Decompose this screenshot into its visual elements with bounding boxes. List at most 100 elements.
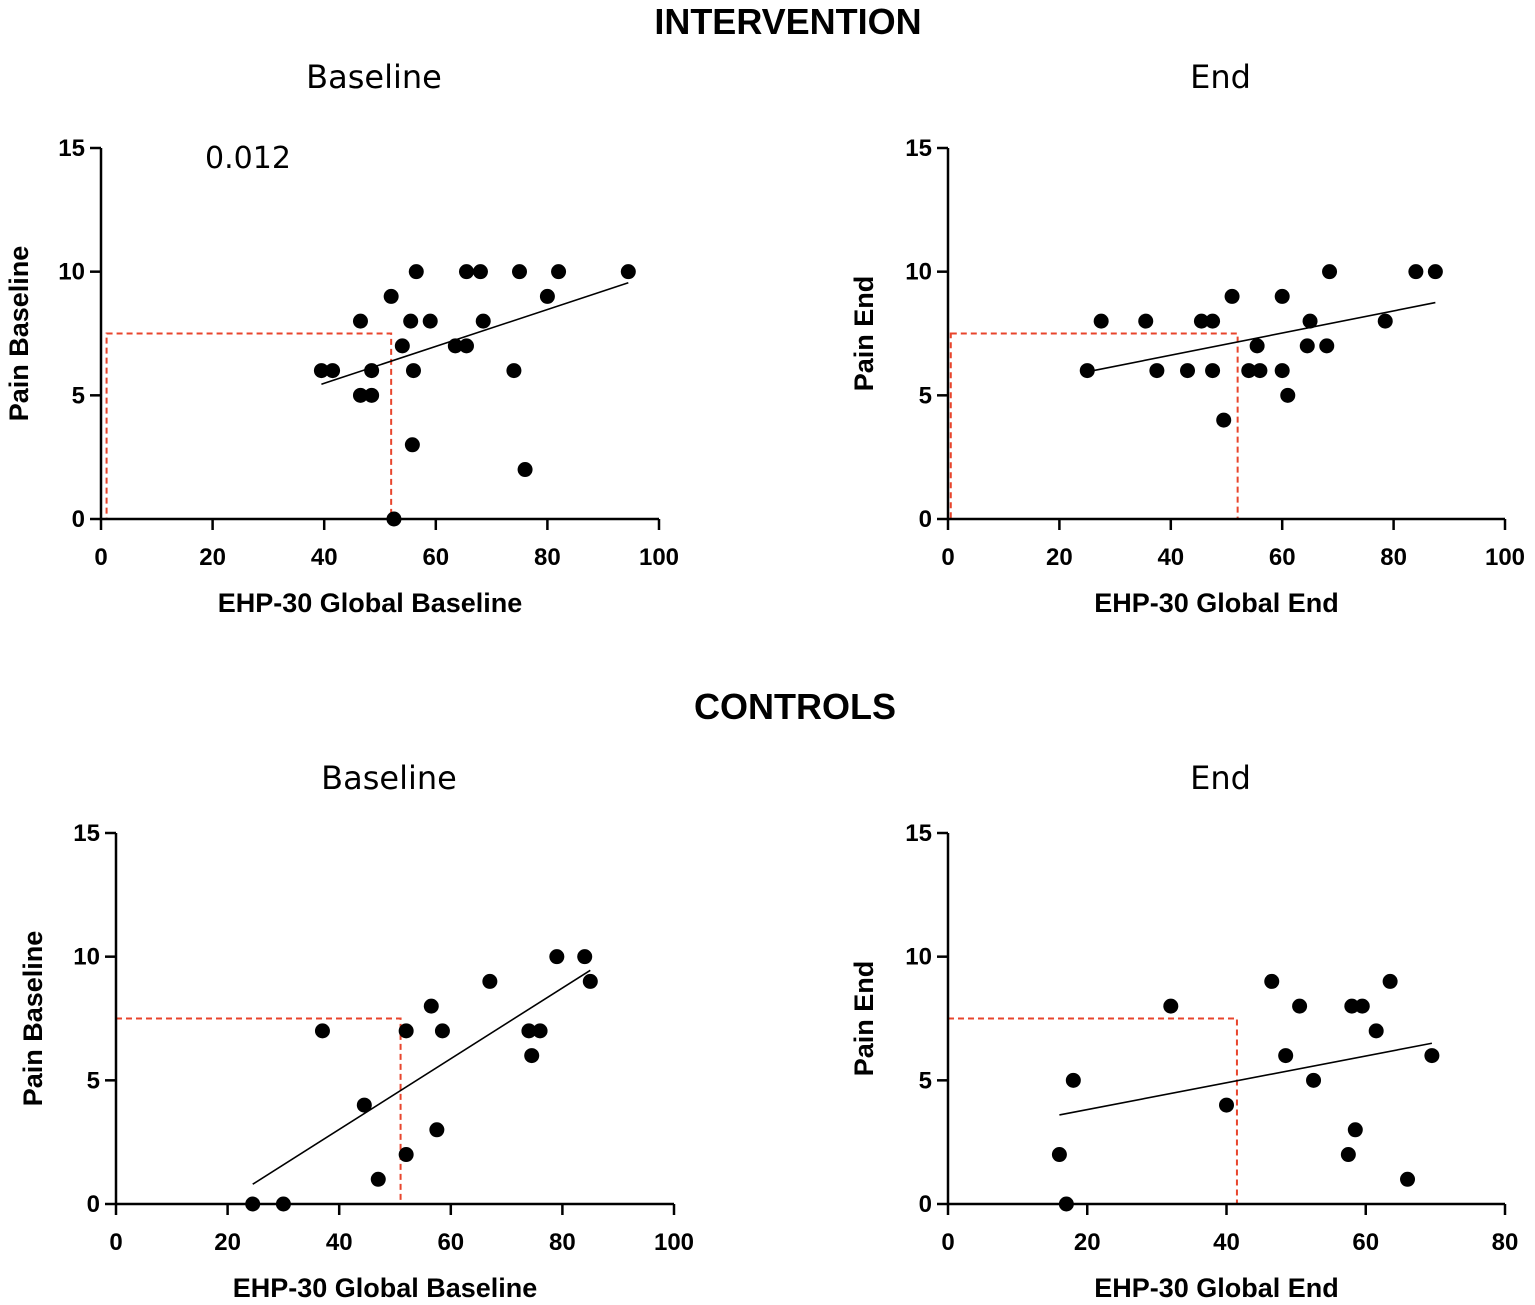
y-tick-label: 5 <box>919 382 932 409</box>
section-title-controls: CONTROLS <box>694 686 896 727</box>
data-point <box>275 1196 291 1212</box>
data-point <box>370 1171 386 1187</box>
x-tick-label: 60 <box>422 544 449 571</box>
data-point <box>1306 1072 1322 1088</box>
x-tick-label: 0 <box>109 1229 122 1256</box>
section-title-intervention: INTERVENTION <box>654 1 921 42</box>
data-point <box>582 973 598 989</box>
x-tick-label: 60 <box>437 1229 464 1256</box>
x-tick-label: 40 <box>1157 544 1184 571</box>
threshold-box <box>115 1017 402 1205</box>
fit-line <box>1087 301 1436 373</box>
data-point <box>1354 998 1370 1014</box>
threshold-box <box>949 332 1239 520</box>
data-point <box>475 313 491 329</box>
data-point <box>549 949 565 965</box>
data-point <box>404 437 420 453</box>
data-point <box>1252 363 1268 379</box>
y-tick-label: 0 <box>72 506 85 533</box>
data-point <box>403 313 419 329</box>
chart-controls-end: End 0 5 10 15 0 20 40 60 80 EHP-30 Global End Pain … <box>849 759 1518 1303</box>
data-point <box>1322 264 1338 280</box>
y-tick-label: 15 <box>73 820 100 847</box>
data-point <box>364 387 380 403</box>
y-tick-label: 0 <box>919 1191 932 1218</box>
data-point <box>506 363 522 379</box>
threshold-box <box>947 1017 1238 1205</box>
data-point <box>1079 363 1095 379</box>
x-tick-label: 80 <box>534 544 561 571</box>
data-point <box>398 1023 414 1039</box>
x-axis-label: EHP-30 Global Baseline <box>233 1273 538 1303</box>
y-tick-label: 15 <box>58 135 85 162</box>
data-point <box>408 264 424 280</box>
data-point <box>386 511 402 527</box>
data-point <box>1093 313 1109 329</box>
y-tick-label: 10 <box>905 259 932 286</box>
data-point <box>422 313 438 329</box>
x-tick-label: 60 <box>1269 544 1296 571</box>
data-point <box>1424 1048 1440 1064</box>
y-axis-label: Pain End <box>849 961 879 1077</box>
data-point <box>1344 998 1360 1014</box>
x-tick-label: 0 <box>94 544 107 571</box>
data-point <box>1302 313 1318 329</box>
data-point <box>1319 338 1335 354</box>
x-tick-label: 0 <box>941 544 954 571</box>
x-tick-label: 40 <box>311 544 338 571</box>
data-point <box>352 387 368 403</box>
data-point <box>1368 1023 1384 1039</box>
data-point <box>405 363 421 379</box>
data-point <box>1340 1147 1356 1163</box>
y-tick-label: 10 <box>73 944 100 971</box>
data-point <box>1377 313 1393 329</box>
y-tick-label: 10 <box>905 944 932 971</box>
data-point <box>521 1023 537 1039</box>
data-point <box>1274 288 1290 304</box>
data-point <box>620 264 636 280</box>
data-point <box>1347 1122 1363 1138</box>
data-point <box>447 338 463 354</box>
x-tick-label: 80 <box>1492 1229 1519 1256</box>
data-point <box>1280 387 1296 403</box>
panel-title: End <box>1190 759 1251 797</box>
data-point <box>539 288 555 304</box>
y-axis-label: Pain Baseline <box>4 246 34 422</box>
data-point <box>356 1097 372 1113</box>
data-point <box>482 973 498 989</box>
x-tick-label: 40 <box>326 1229 353 1256</box>
y-tick-label: 5 <box>87 1067 100 1094</box>
fit-line <box>1059 1042 1433 1116</box>
data-point <box>434 1023 450 1039</box>
chart-intervention-end: End 0 5 10 15 0 20 40 60 80 100 EHP-30 Global End Pa… <box>849 58 1525 618</box>
data-point <box>1138 313 1154 329</box>
data-point <box>1180 363 1196 379</box>
data-point <box>1408 264 1424 280</box>
data-point <box>313 363 329 379</box>
x-tick-label: 20 <box>1074 1229 1101 1256</box>
data-point <box>1400 1171 1416 1187</box>
data-point <box>1224 288 1240 304</box>
data-point <box>517 462 533 478</box>
data-point <box>394 338 410 354</box>
x-tick-label: 80 <box>1380 544 1407 571</box>
data-point <box>398 1147 414 1163</box>
data-point <box>352 313 368 329</box>
y-tick-label: 15 <box>905 820 932 847</box>
chart-controls-baseline: Baseline 0 5 10 15 0 20 40 60 80 100 EHP-30 Global … <box>18 759 694 1303</box>
fit-line <box>252 969 591 1185</box>
data-point <box>458 264 474 280</box>
data-point <box>245 1196 261 1212</box>
x-tick-label: 100 <box>1485 544 1525 571</box>
data-point <box>532 1023 548 1039</box>
data-point <box>364 363 380 379</box>
data-point <box>1051 1147 1067 1163</box>
panel-title: End <box>1190 58 1251 96</box>
y-tick-label: 5 <box>919 1067 932 1094</box>
data-point <box>512 264 527 280</box>
x-tick-label: 20 <box>1046 544 1073 571</box>
data-point <box>1219 1097 1234 1113</box>
y-tick-label: 0 <box>919 506 932 533</box>
data-point <box>429 1122 445 1138</box>
data-point <box>1149 363 1165 379</box>
